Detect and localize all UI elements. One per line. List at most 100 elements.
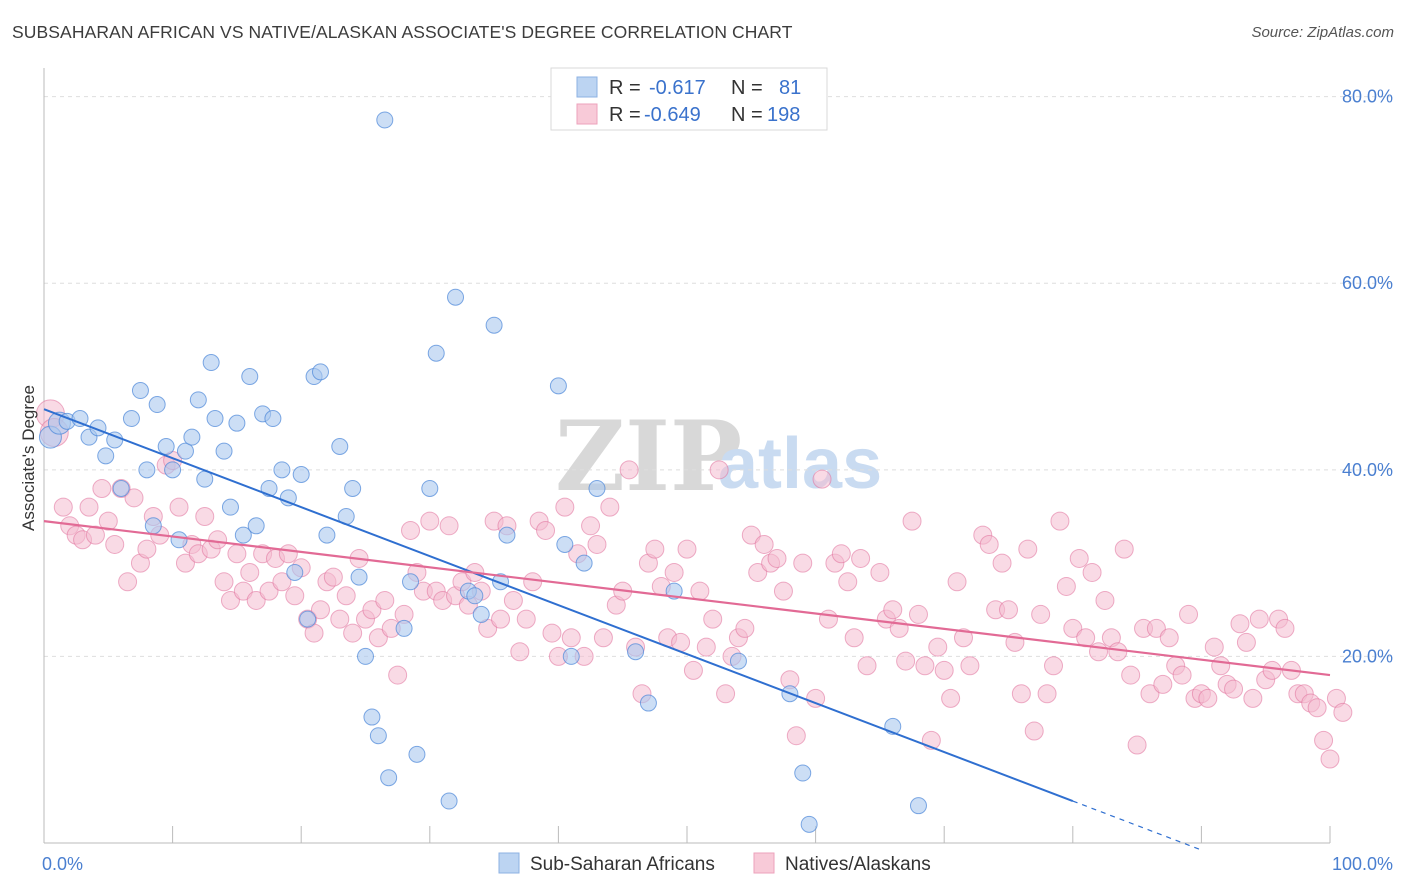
sub-saharan-point: [408, 745, 426, 763]
natives-point: [195, 506, 215, 526]
natives-point: [98, 511, 118, 531]
natives-point: [1153, 674, 1173, 694]
natives-point: [336, 586, 356, 606]
natives-point: [137, 539, 157, 559]
natives-alaskans-points: [35, 399, 1353, 769]
natives-point: [941, 688, 961, 708]
x-tick-label-max: 100.0%: [1332, 854, 1393, 874]
sub-saharan-point: [447, 288, 465, 306]
natives-point: [92, 478, 112, 498]
natives-point: [278, 544, 298, 564]
natives-point: [934, 660, 954, 680]
x-tick-labels: 0.0% 100.0%: [42, 854, 1393, 874]
natives-point: [105, 534, 125, 554]
natives-point: [999, 600, 1018, 620]
natives-point: [741, 525, 761, 545]
natives-point: [555, 497, 575, 517]
natives-point: [748, 562, 768, 582]
sub-saharan-point: [122, 410, 140, 428]
natives-point: [1018, 539, 1038, 559]
natives-point: [696, 637, 716, 657]
natives-point: [1243, 688, 1263, 708]
sub-saharan-point: [286, 563, 304, 581]
sub-saharan-point: [299, 610, 317, 628]
sub-saharan-point: [206, 410, 224, 428]
legend-swatch-pink: [576, 103, 598, 125]
sub-saharan-point: [395, 619, 413, 637]
sub-saharan-point: [350, 568, 368, 586]
natives-point: [401, 520, 421, 540]
natives-point: [53, 497, 73, 517]
legend-n-value-2: 198: [767, 104, 800, 126]
sub-saharan-point: [292, 465, 310, 483]
natives-point: [1262, 660, 1282, 680]
sub-saharan-point: [588, 479, 606, 497]
sub-saharan-point: [157, 438, 175, 456]
y-tick-label-60: 60.0%: [1342, 273, 1393, 293]
natives-point: [581, 516, 601, 536]
sub-saharan-point: [279, 489, 297, 507]
natives-point: [536, 520, 556, 540]
natives-point: [690, 581, 710, 601]
natives-point: [1146, 618, 1166, 638]
natives-point: [979, 534, 999, 554]
trend-lines: [43, 408, 1331, 851]
natives-point: [169, 497, 189, 517]
sub-saharan-point: [909, 797, 927, 815]
natives-point: [915, 656, 935, 676]
source-label: Source: ZipAtlas.com: [1251, 24, 1394, 41]
natives-point: [503, 590, 523, 610]
natives-point: [767, 548, 787, 568]
natives-point: [844, 628, 864, 648]
natives-point: [1127, 735, 1147, 755]
sub-saharan-point: [380, 769, 398, 787]
natives-point: [1050, 511, 1070, 531]
y-tick-label-20: 20.0%: [1342, 646, 1393, 666]
sub-saharan-point: [369, 727, 387, 745]
natives-point: [561, 628, 581, 648]
sub-saharan-point: [215, 442, 233, 460]
natives-point: [227, 544, 247, 564]
series-legend: Sub-Saharan Africans Natives/Alaskans: [498, 852, 931, 875]
natives-point: [1204, 637, 1224, 657]
natives-point: [124, 488, 144, 508]
natives-point: [896, 651, 916, 671]
sub-saharan-point: [627, 643, 645, 661]
x-tick-label-min: 0.0%: [42, 854, 83, 874]
natives-point: [1249, 609, 1269, 629]
natives-point: [1089, 642, 1109, 662]
natives-point: [1037, 684, 1057, 704]
natives-point: [818, 609, 838, 629]
natives-point: [600, 497, 620, 517]
natives-point: [683, 660, 703, 680]
sub-saharan-point: [318, 526, 336, 544]
natives-point: [1333, 702, 1353, 722]
natives-point: [368, 628, 388, 648]
sub-saharan-point: [376, 111, 394, 129]
natives-point: [786, 726, 806, 746]
sub-saharan-point: [421, 479, 439, 497]
natives-point: [902, 511, 922, 531]
sub-saharan-point: [440, 792, 458, 810]
sub-saharan-point: [363, 708, 381, 726]
natives-point: [838, 572, 858, 592]
natives-point: [716, 684, 736, 704]
natives-point: [118, 572, 138, 592]
natives-point: [1172, 665, 1192, 685]
natives-point: [1320, 749, 1340, 769]
natives-point: [516, 609, 536, 629]
natives-point: [1011, 684, 1031, 704]
y-tick-labels: 20.0% 40.0% 60.0% 80.0%: [1342, 87, 1393, 667]
sub-saharan-point: [800, 815, 818, 833]
natives-point: [812, 469, 832, 489]
sub-saharan-point: [492, 573, 510, 591]
sub-saharan-point: [472, 605, 490, 623]
natives-point: [1031, 604, 1051, 624]
natives-trend-line: [43, 520, 1331, 677]
natives-point: [587, 534, 607, 554]
legend-n-label-2: N =: [731, 104, 763, 126]
sub-saharan-point: [234, 526, 252, 544]
natives-point: [362, 600, 382, 620]
natives-point: [908, 604, 928, 624]
legend-n-value-1: 81: [779, 77, 801, 99]
